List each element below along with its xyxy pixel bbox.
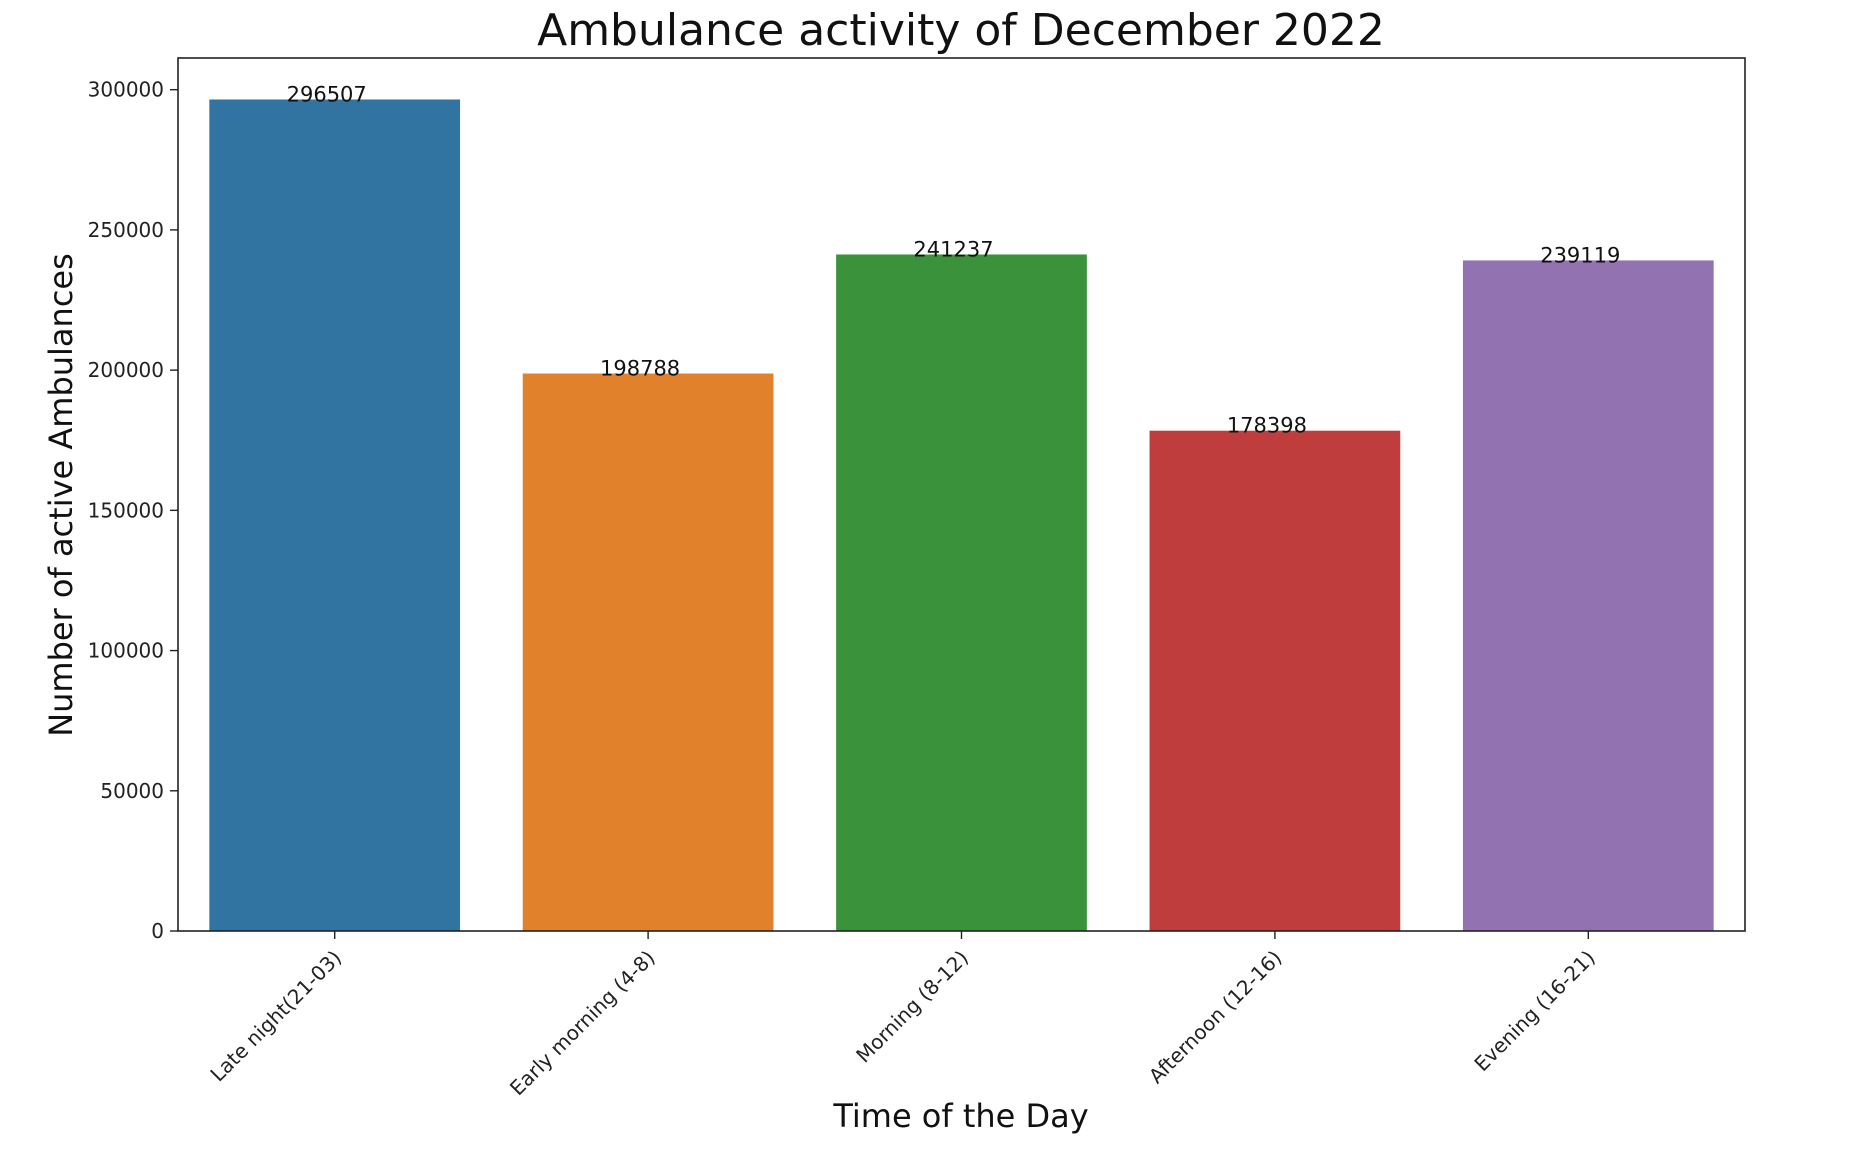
bar — [836, 254, 1087, 931]
x-tick-label: Early morning (4-8) — [505, 946, 660, 1101]
y-axis-label: Number of active Ambulances — [42, 253, 80, 737]
data-label: 296507 — [287, 82, 367, 106]
data-label: 178398 — [1227, 414, 1307, 438]
data-label: 239119 — [1540, 243, 1620, 267]
data-label: 198788 — [600, 357, 680, 381]
bar — [1149, 430, 1401, 931]
x-tick-label: Morning (8-12) — [851, 946, 973, 1068]
y-tick-label: 100000 — [88, 639, 164, 663]
bar — [209, 99, 461, 931]
x-tick-label: Afternoon (12-16) — [1144, 946, 1287, 1089]
bar — [522, 373, 774, 931]
y-tick-label: 0 — [151, 919, 164, 943]
data-label: 241237 — [913, 237, 993, 261]
bar — [1462, 260, 1714, 932]
chart-title: Ambulance activity of December 2022 — [537, 5, 1385, 56]
y-tick-label: 300000 — [88, 78, 164, 102]
y-tick-label: 150000 — [88, 498, 164, 522]
x-tick-label: Evening (16-21) — [1469, 946, 1599, 1076]
y-tick-label: 250000 — [88, 218, 164, 242]
y-tick-label: 200000 — [88, 358, 164, 382]
x-axis-label: Time of the Day — [832, 1097, 1088, 1135]
x-tick-label: Late night(21-03) — [205, 946, 346, 1087]
plot-area: 296507 198788 241237 178398 239119 0 50000 1000… — [88, 57, 1746, 1101]
y-tick-label: 50000 — [100, 779, 164, 803]
